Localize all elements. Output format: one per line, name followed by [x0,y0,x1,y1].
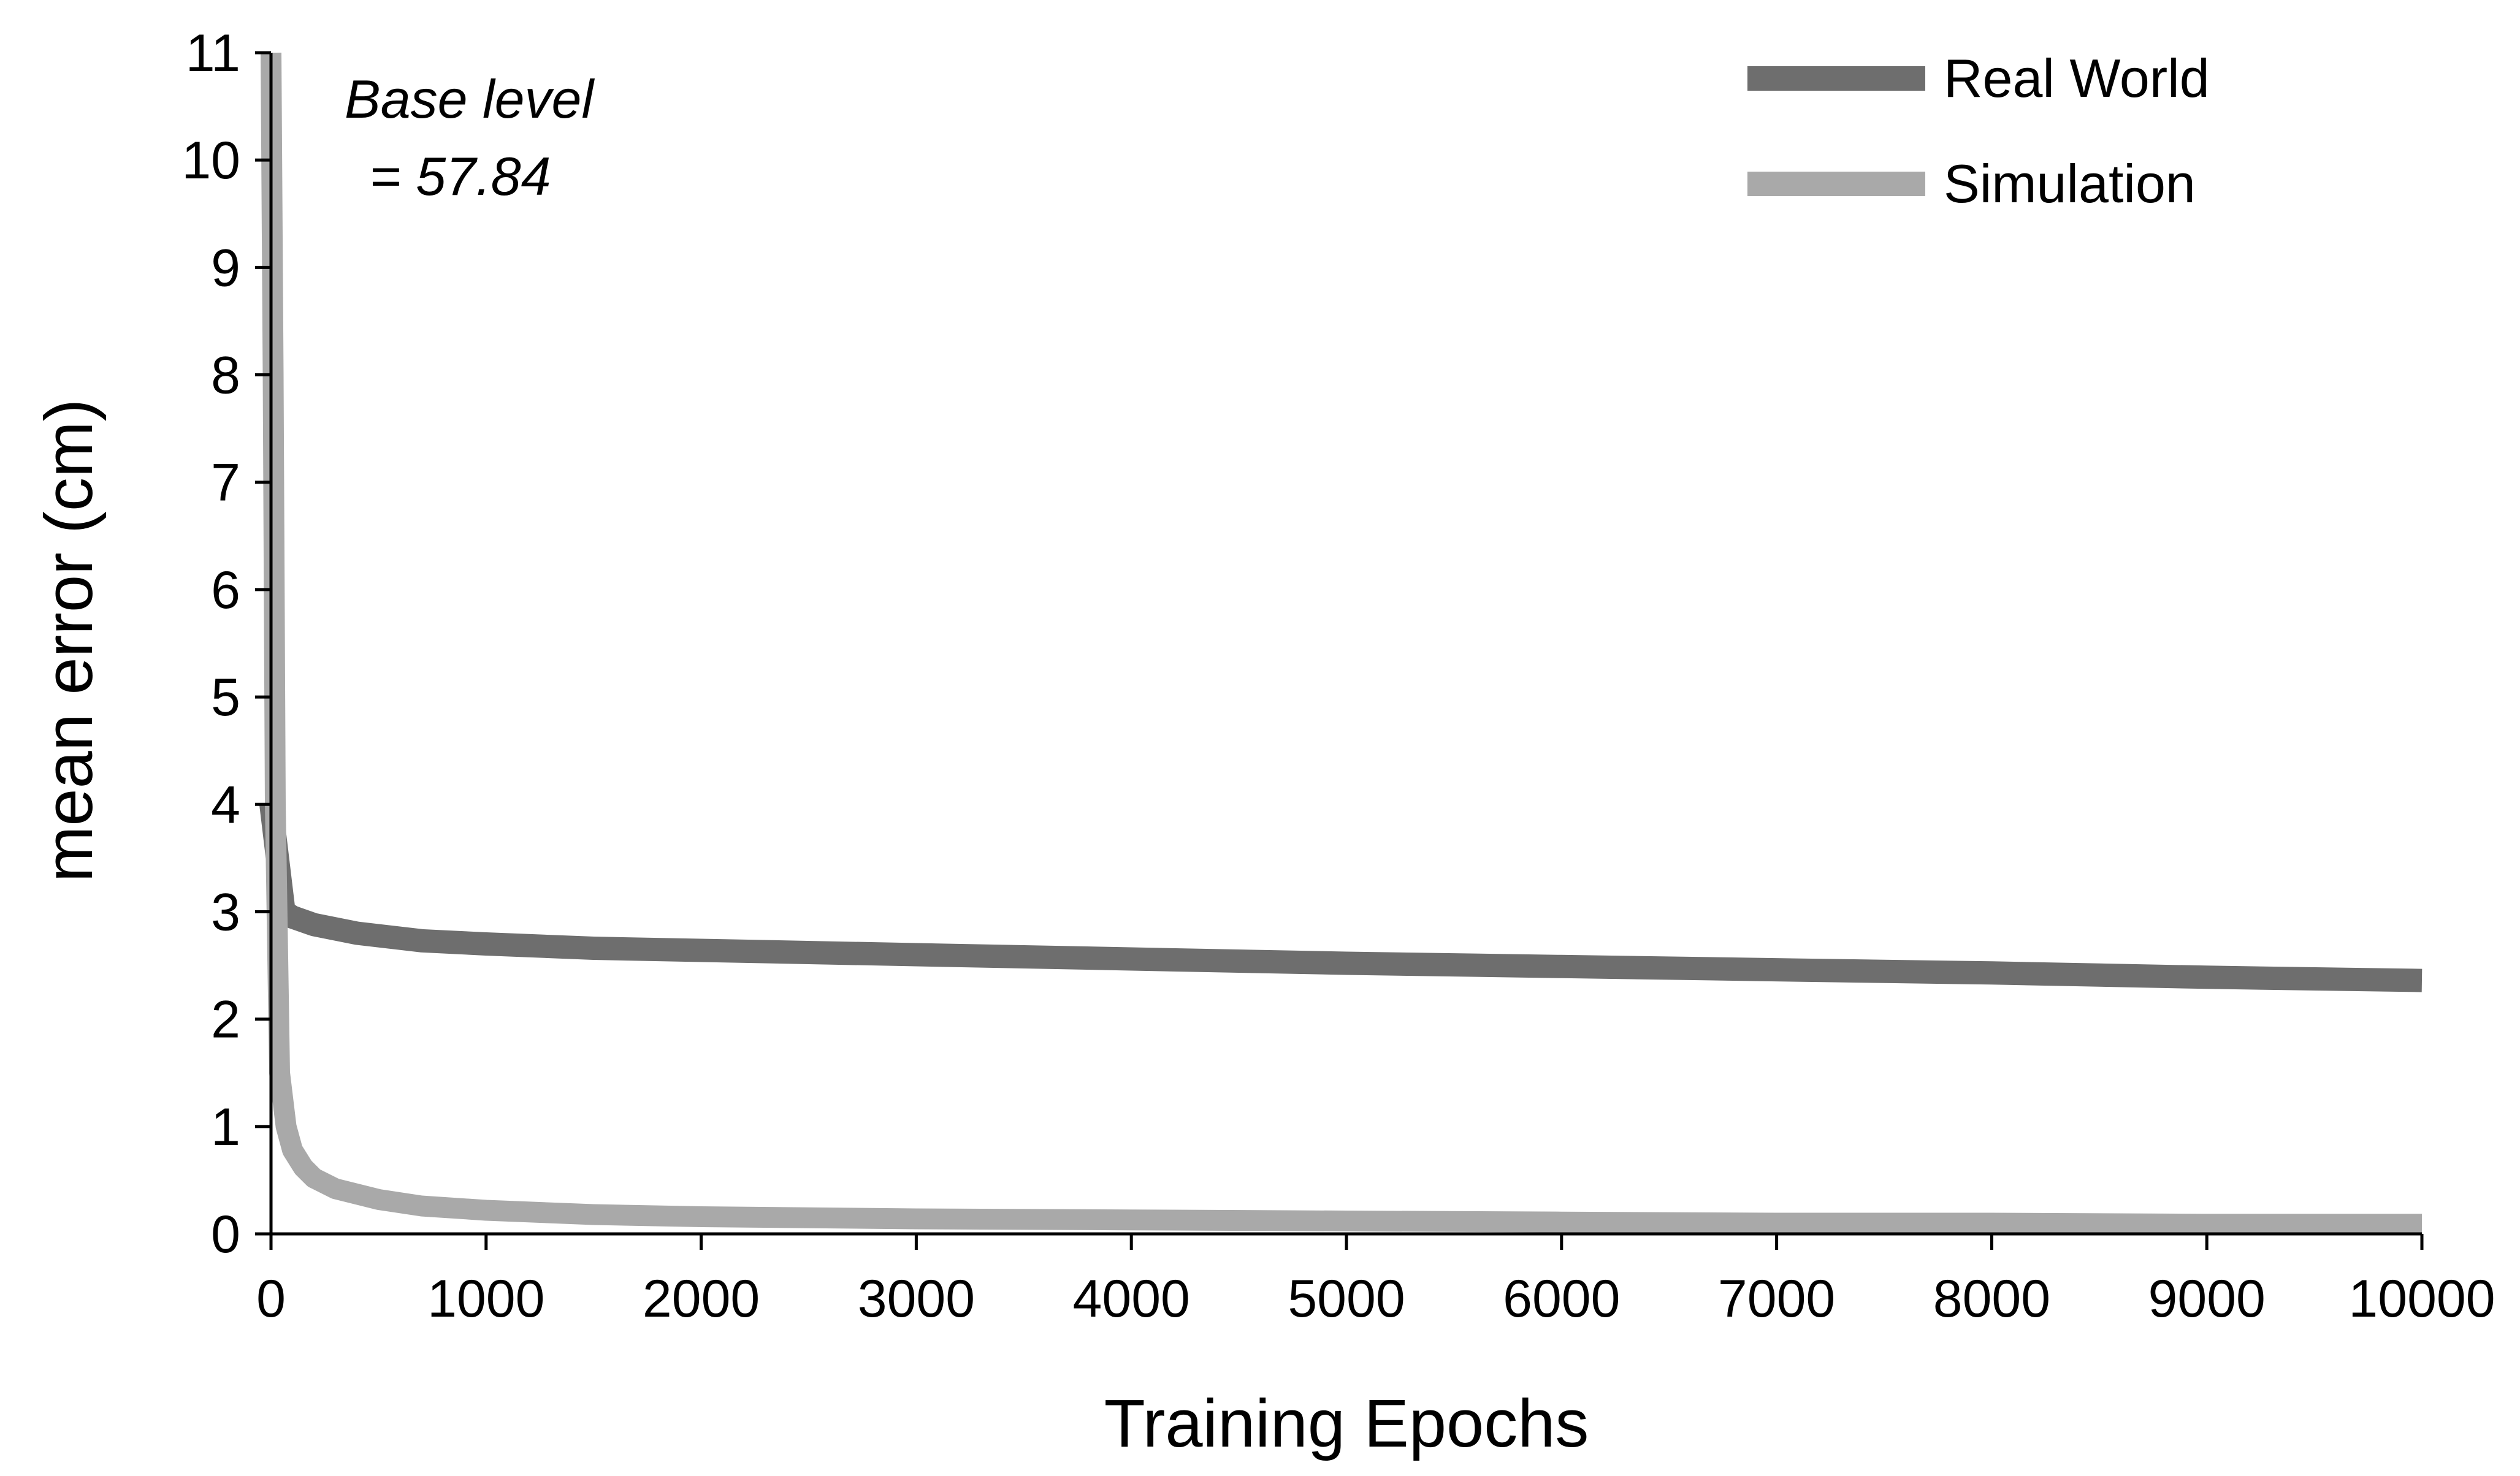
x-tick-label: 4000 [1073,1269,1190,1328]
y-tick-label: 5 [211,668,240,727]
y-tick-label: 1 [211,1098,240,1157]
axes [269,53,2422,1236]
x-tick-label: 5000 [1288,1269,1405,1328]
legend: Real World Simulation [1747,48,2210,214]
y-tick-label: 3 [211,883,240,942]
y-tick-label: 2 [211,991,240,1049]
x-tick-label: 7000 [1718,1269,1835,1328]
y-tick-label: 9 [211,238,240,297]
y-tick-label: 6 [211,561,240,620]
annotation-line-2: = 57.84 [354,146,551,207]
x-tick-label: 10000 [2348,1269,2495,1328]
y-tick-label: 11 [186,24,240,83]
series-line-simulation [261,52,2422,1235]
legend-label-simulation: Simulation [1944,153,2196,214]
ticks: 0 1 2 3 4 5 6 7 8 9 10 11 0 1000 2000 3000 4000 5000 6000 7… [181,24,2495,1328]
x-tick-label: 8000 [1933,1269,2050,1328]
y-axis-title: mean error (cm) [31,399,107,882]
legend-label-real-world: Real World [1944,48,2210,108]
series-line-real-world [259,803,2423,992]
x-tick-label: 1000 [427,1269,544,1328]
x-tick-label: 0 [256,1269,286,1328]
x-tick-label: 3000 [858,1269,975,1328]
y-tick-label: 10 [181,131,240,190]
plot-marks [259,52,2423,1235]
base-level-annotation: Base level = 57.84 [345,69,595,207]
x-axis-title: Training Epochs [1104,1386,1589,1461]
x-tick-label: 2000 [643,1269,760,1328]
x-tick-label: 6000 [1503,1269,1620,1328]
y-tick-label: 0 [211,1205,240,1264]
y-tick-label: 7 [211,454,240,512]
x-tick-label: 9000 [2148,1269,2266,1328]
y-tick-label: 4 [211,775,240,834]
annotation-line-1: Base level [345,69,595,129]
y-tick-label: 8 [211,346,240,405]
